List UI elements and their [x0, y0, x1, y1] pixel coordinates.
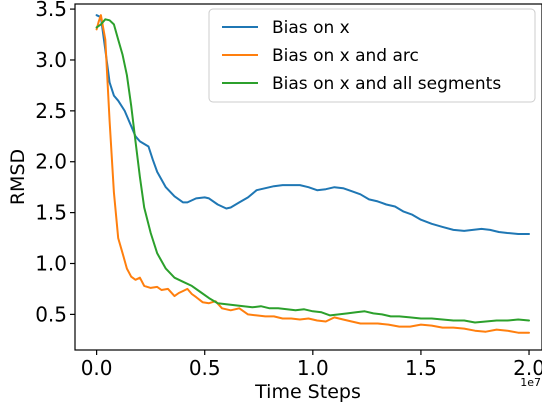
x-tick-label: 1.0 [297, 356, 329, 380]
x-axis: 0.0 0.5 1.0 1.5 2.0 [81, 350, 542, 380]
y-axis-label: RMSD [7, 149, 29, 205]
series-group [95, 14, 530, 334]
legend-label-2: Bias on x and arc [272, 46, 419, 66]
y-tick-label: 1.0 [35, 252, 67, 276]
y-tick-label: 3.5 [35, 0, 67, 21]
y-tick-label: 3.0 [35, 48, 67, 72]
x-tick-label: 1.5 [405, 356, 437, 380]
y-axis: 0.5 1.0 1.5 2.0 2.5 3.0 3.5 [35, 0, 75, 326]
legend: Bias on x Bias on x and arc Bias on x and … [208, 8, 536, 103]
y-tick-label: 2.0 [35, 150, 67, 174]
series-line-1 [95, 14, 530, 235]
x-axis-offset-label: 1e7 [520, 376, 541, 389]
x-tick-label: 2.0 [513, 356, 542, 380]
x-axis-label: Time Steps [254, 381, 361, 402]
legend-label-3: Bias on x and all segments [272, 74, 501, 94]
series-line-2 [95, 14, 530, 334]
x-tick-label: 0.5 [189, 356, 221, 380]
y-tick-label: 2.5 [35, 99, 67, 123]
legend-label-1: Bias on x [272, 18, 350, 38]
series-line-3 [95, 18, 530, 324]
x-tick-label: 0.0 [81, 356, 113, 380]
legend-box [208, 8, 536, 103]
y-tick-label: 1.5 [35, 201, 67, 225]
y-tick-label: 0.5 [35, 302, 67, 326]
plot-frame [74, 3, 542, 351]
